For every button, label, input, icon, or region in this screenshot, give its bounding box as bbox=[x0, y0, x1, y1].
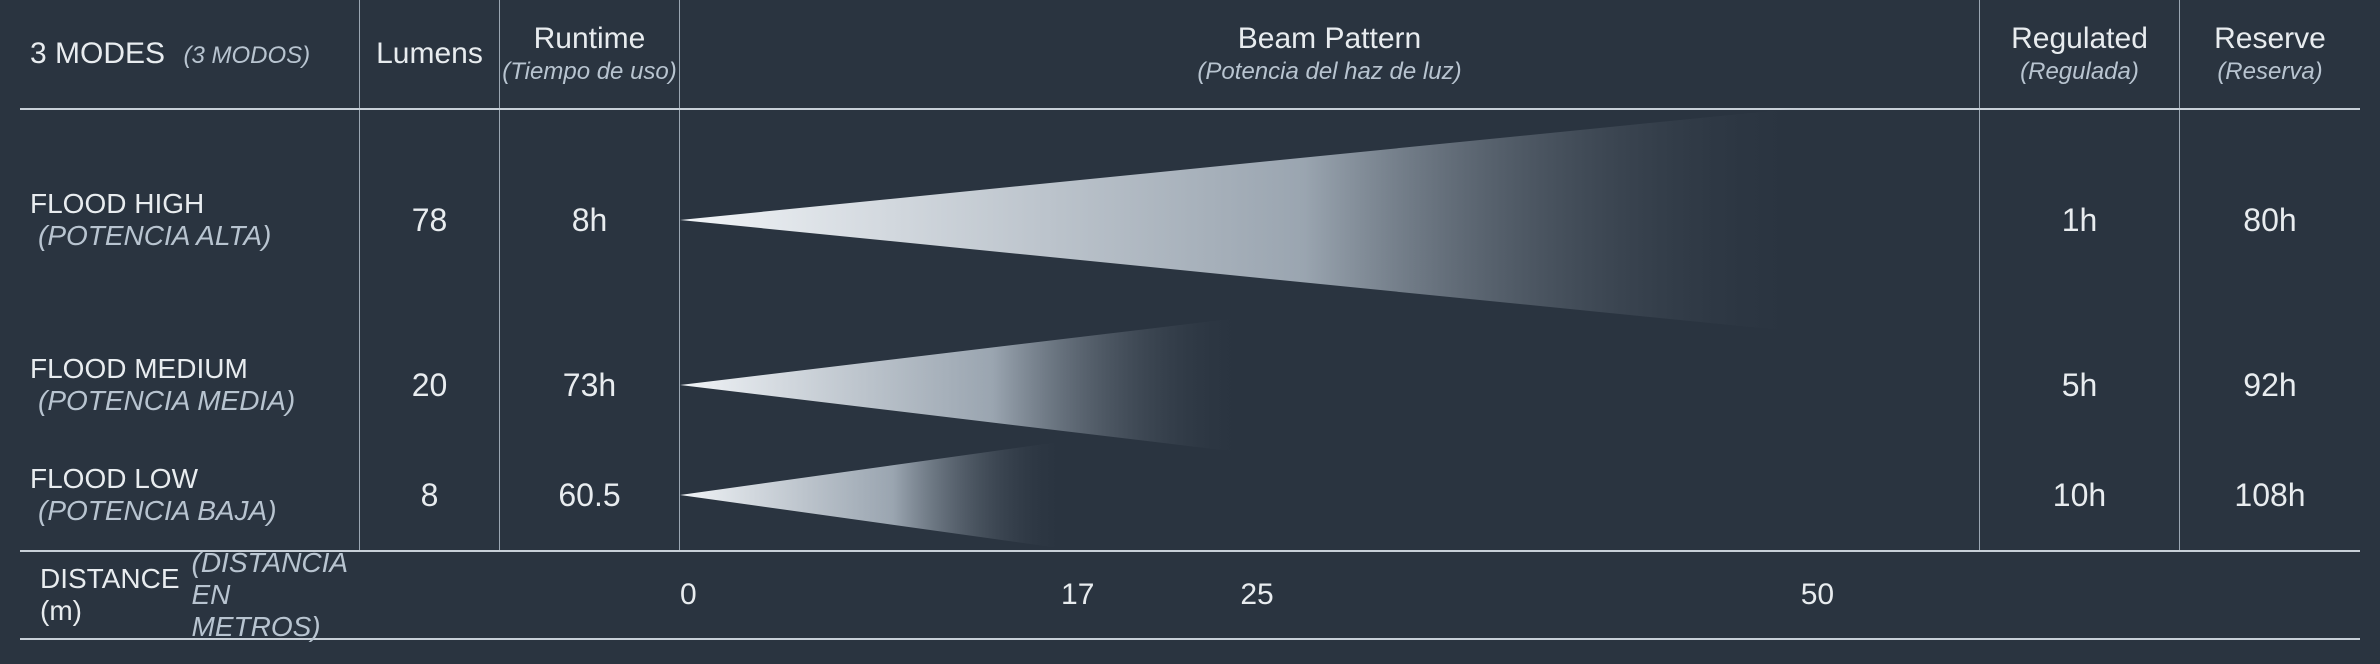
distance-tick: 50 bbox=[1801, 578, 1834, 612]
header-modes-main: 3 MODES bbox=[30, 37, 165, 70]
footer-spacer-3 bbox=[1980, 552, 2180, 638]
mode-high: FLOOD HIGH (POTENCIA ALTA) bbox=[20, 110, 360, 330]
lumens-med: 20 bbox=[360, 330, 500, 440]
header-modes-sub: (3 MODOS) bbox=[183, 42, 310, 69]
header-regulated-main: Regulated bbox=[2011, 22, 2148, 56]
distance-tick: 25 bbox=[1240, 578, 1273, 612]
footer-spacer-4 bbox=[2180, 552, 2360, 638]
regulated-low-val: 10h bbox=[2053, 477, 2106, 514]
footer-label-main: DISTANCE (m) bbox=[40, 563, 180, 627]
mode-high-sub: (POTENCIA ALTA) bbox=[38, 220, 271, 251]
header-runtime: Runtime (Tiempo de uso) bbox=[500, 0, 680, 108]
distance-tick: 0 bbox=[680, 578, 697, 612]
footer-spacer-2 bbox=[500, 552, 680, 638]
row-low: FLOOD LOW (POTENCIA BAJA) 8 60.5 10h 108… bbox=[20, 440, 2360, 550]
row-med: FLOOD MEDIUM (POTENCIA MEDIA) 20 73h 5h … bbox=[20, 330, 2360, 440]
reserve-low: 108h bbox=[2180, 440, 2360, 550]
header-lumens-main: Lumens bbox=[376, 37, 483, 71]
regulated-high: 1h bbox=[1980, 110, 2180, 330]
header-regulated: Regulated (Regulada) bbox=[1980, 0, 2180, 108]
header-modes: 3 MODES (3 MODOS) bbox=[20, 0, 360, 108]
reserve-high: 80h bbox=[2180, 110, 2360, 330]
mode-low-sub: (POTENCIA BAJA) bbox=[38, 495, 277, 526]
beam-high-cell bbox=[680, 110, 1980, 330]
header-regulated-sub: (Regulada) bbox=[2020, 58, 2139, 86]
header-reserve-sub: (Reserva) bbox=[2217, 58, 2322, 86]
row-high: FLOOD HIGH (POTENCIA ALTA) 78 8h 1h 80h bbox=[20, 110, 2360, 330]
header-reserve: Reserve (Reserva) bbox=[2180, 0, 2360, 108]
runtime-med-val: 73h bbox=[563, 367, 616, 404]
runtime-low: 60.5 bbox=[500, 440, 680, 550]
regulated-high-val: 1h bbox=[2062, 202, 2098, 239]
mode-low-main: FLOOD LOW bbox=[30, 463, 198, 494]
header-beam-main: Beam Pattern bbox=[1238, 22, 1421, 56]
footer-spacer-1 bbox=[360, 552, 500, 638]
mode-med: FLOOD MEDIUM (POTENCIA MEDIA) bbox=[20, 330, 360, 440]
runtime-med: 73h bbox=[500, 330, 680, 440]
distance-ticks: 0 17 25 50 bbox=[680, 552, 1980, 638]
lumens-high-val: 78 bbox=[412, 202, 448, 239]
mode-med-sub: (POTENCIA MEDIA) bbox=[38, 385, 295, 416]
beam-low-cell bbox=[680, 440, 1980, 550]
header-lumens: Lumens bbox=[360, 0, 500, 108]
beam-med-cell bbox=[680, 330, 1980, 440]
footer-label: DISTANCE (m) (DISTANCIA EN METROS) bbox=[20, 552, 360, 638]
mode-low: FLOOD LOW (POTENCIA BAJA) bbox=[20, 440, 360, 550]
runtime-low-val: 60.5 bbox=[558, 477, 620, 514]
reserve-low-val: 108h bbox=[2234, 477, 2305, 514]
runtime-high-val: 8h bbox=[572, 202, 608, 239]
header-row: 3 MODES (3 MODOS) Lumens Runtime (Tiempo… bbox=[20, 0, 2360, 110]
lumens-low: 8 bbox=[360, 440, 500, 550]
header-runtime-sub: (Tiempo de uso) bbox=[502, 58, 677, 86]
mode-med-main: FLOOD MEDIUM bbox=[30, 353, 248, 384]
header-beam-sub: (Potencia del haz de luz) bbox=[1197, 58, 1461, 86]
reserve-med-val: 92h bbox=[2243, 367, 2296, 404]
lumens-high: 78 bbox=[360, 110, 500, 330]
header-runtime-main: Runtime bbox=[534, 22, 646, 56]
footer-row: DISTANCE (m) (DISTANCIA EN METROS) 0 17 25… bbox=[20, 550, 2360, 640]
header-reserve-main: Reserve bbox=[2214, 22, 2326, 56]
header-beam: Beam Pattern (Potencia del haz de luz) bbox=[680, 0, 1980, 108]
lumens-med-val: 20 bbox=[412, 367, 448, 404]
regulated-low: 10h bbox=[1980, 440, 2180, 550]
distance-tick: 17 bbox=[1061, 578, 1094, 612]
reserve-med: 92h bbox=[2180, 330, 2360, 440]
regulated-med: 5h bbox=[1980, 330, 2180, 440]
footer-axis: 0 17 25 50 bbox=[680, 552, 1980, 638]
reserve-high-val: 80h bbox=[2243, 202, 2296, 239]
runtime-high: 8h bbox=[500, 110, 680, 330]
footer-label-sub: (DISTANCIA EN METROS) bbox=[192, 547, 361, 643]
regulated-med-val: 5h bbox=[2062, 367, 2098, 404]
spec-table: 3 MODES (3 MODOS) Lumens Runtime (Tiempo… bbox=[0, 0, 2380, 664]
lumens-low-val: 8 bbox=[421, 477, 439, 514]
mode-high-main: FLOOD HIGH bbox=[30, 188, 204, 219]
